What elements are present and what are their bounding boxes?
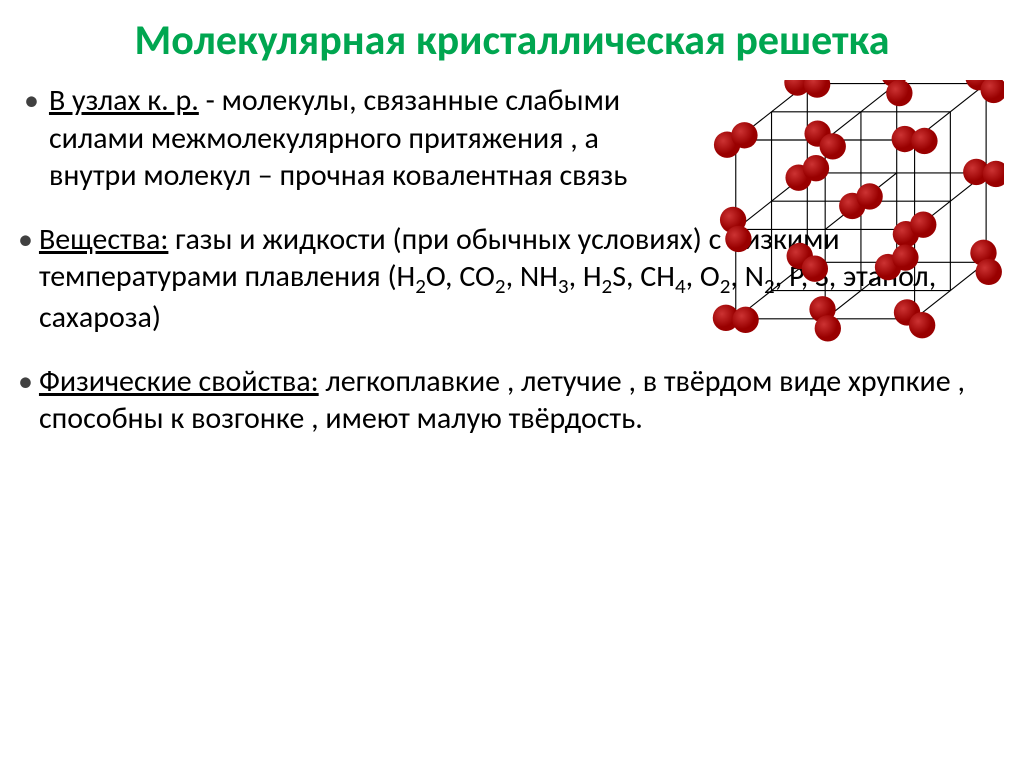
para2-label: Вещества: xyxy=(39,221,168,258)
lattice-diagram xyxy=(684,80,1004,360)
lattice-svg xyxy=(684,80,1004,360)
bullet-1: • В узлах к. р. - молекулы, связанные сл… xyxy=(18,82,648,195)
para1-label: В узлах к. р. xyxy=(49,82,199,119)
para-3: Физические свойства: легкоплавкие , лету… xyxy=(39,363,1006,438)
bullet-marker: • xyxy=(18,221,39,337)
bullet-marker: • xyxy=(18,363,39,438)
bullet-3: • Физические свойства: легкоплавкие , ле… xyxy=(18,363,1006,438)
para3-label: Физические свойства: xyxy=(39,363,319,400)
para-1: В узлах к. р. - молекулы, связанные слаб… xyxy=(49,82,648,195)
bullet-marker: • xyxy=(18,82,49,195)
title-text: Молекулярная кристаллическая решетка xyxy=(135,15,890,66)
slide-title: Молекулярная кристаллическая решетка xyxy=(0,0,1024,64)
